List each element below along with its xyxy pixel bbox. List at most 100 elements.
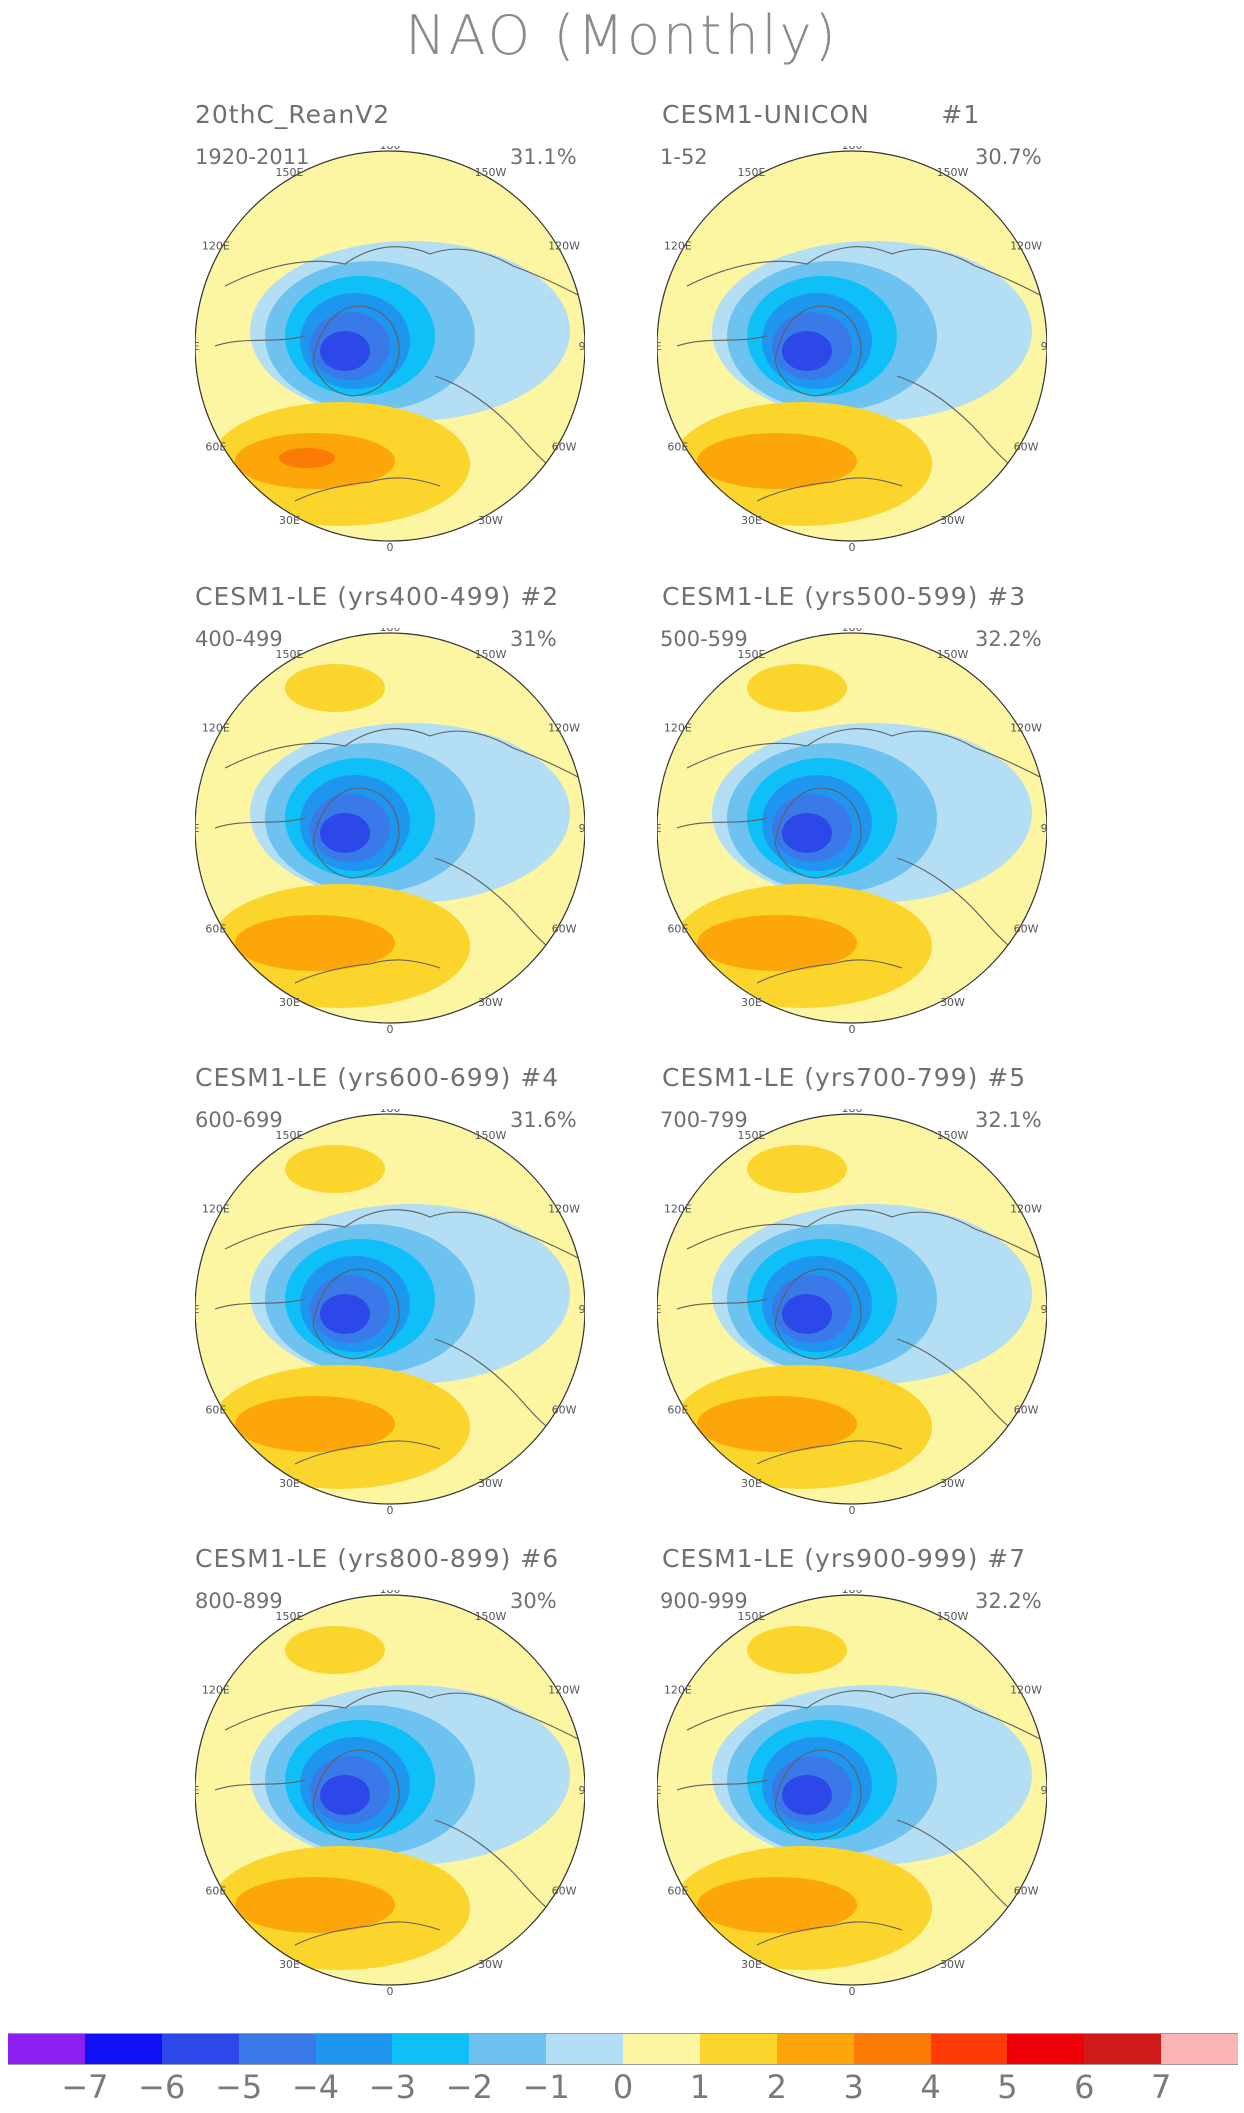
colorbar-cell — [546, 2034, 623, 2064]
lon-150w: 150W — [475, 1610, 507, 1623]
lon-60w: 60W — [1014, 1404, 1039, 1417]
lon-30e: 30E — [741, 1958, 762, 1971]
lon-180: 180 — [380, 146, 401, 152]
lon-30e: 30E — [279, 1958, 300, 1971]
lon-30e: 30E — [279, 996, 300, 1009]
colorbar — [8, 2033, 1238, 2065]
lon-90e: 90E — [657, 822, 662, 835]
lon-150e: 150E — [738, 1610, 766, 1623]
colorbar-cell — [315, 2034, 393, 2064]
lon-90w: 90W — [579, 1303, 585, 1316]
panel-variance-pct: 30% — [510, 1589, 557, 1613]
lon-120w: 120W — [1010, 1684, 1042, 1697]
positive-anomaly-mid — [235, 1877, 395, 1933]
lon-150e: 150E — [738, 648, 766, 661]
colorbar-tick-label: 0 — [612, 2068, 634, 2106]
lon-90e: 90E — [195, 822, 200, 835]
lon-0: 0 — [849, 1985, 856, 1998]
lon-150e: 150E — [276, 1129, 304, 1142]
panel-years: 1920-2011 — [195, 145, 310, 169]
lon-30w: 30W — [940, 996, 965, 1009]
lon-90e: 90E — [657, 1784, 662, 1797]
lon-150w: 150W — [937, 1610, 969, 1623]
lon-90e: 90E — [195, 1784, 200, 1797]
lon-90w: 90W — [1041, 1784, 1047, 1797]
lon-180: 180 — [380, 1590, 401, 1596]
colorbar-tick-label: −1 — [522, 2068, 570, 2106]
coastlines — [214, 1690, 581, 1946]
coastlines — [214, 246, 581, 502]
coastlines — [214, 1209, 581, 1465]
lon-150w: 150W — [475, 648, 507, 661]
panel-years: 800-899 — [195, 1589, 283, 1613]
colorbar-cell — [392, 2034, 470, 2064]
positive-anomaly-mid — [235, 1396, 395, 1452]
panel-title: CESM1-LE (yrs600-699) #4 — [195, 1063, 560, 1092]
lon-0: 0 — [387, 1985, 394, 1998]
lon-90w: 90W — [1041, 340, 1047, 353]
lon-30w: 30W — [478, 1958, 503, 1971]
lon-30e: 30E — [741, 1477, 762, 1490]
panel-variance-pct: 31.1% — [510, 145, 577, 169]
panel-title: CESM1-LE (yrs400-499) #2 — [195, 582, 560, 611]
negative-anomaly-core — [782, 331, 832, 371]
lon-60w: 60W — [552, 923, 577, 936]
lon-60e: 60E — [667, 1885, 688, 1898]
lon-0: 0 — [387, 1023, 394, 1036]
pacific-positive-anomaly — [285, 1626, 385, 1674]
polar-map: 180 150E 120E 90E 60E 30E 0 30W 60W 90W 120W 150W — [657, 1590, 1047, 1998]
colorbar-cell — [1161, 2034, 1238, 2064]
lon-150w: 150W — [937, 1129, 969, 1142]
pacific-positive-anomaly — [747, 1145, 847, 1193]
panel-title: CESM1-LE (yrs500-599) #3 — [662, 582, 1027, 611]
lon-90e: 90E — [195, 340, 200, 353]
colorbar-cell — [8, 2034, 85, 2064]
lon-120w: 120W — [1010, 722, 1042, 735]
colorbar-cell — [469, 2034, 547, 2064]
map-boundary — [195, 632, 585, 1024]
lon-120w: 120W — [548, 1684, 580, 1697]
lon-150w: 150W — [475, 1129, 507, 1142]
lon-180: 180 — [842, 146, 863, 152]
lon-120e: 120E — [202, 1203, 230, 1216]
lon-150e: 150E — [276, 648, 304, 661]
positive-anomaly-mid — [235, 915, 395, 971]
lon-60w: 60W — [552, 1404, 577, 1417]
lon-90e: 90E — [657, 340, 662, 353]
lon-30e: 30E — [279, 1477, 300, 1490]
coastlines — [676, 246, 1043, 502]
colorbar-cell — [1007, 2034, 1085, 2064]
lon-60e: 60E — [667, 923, 688, 936]
lon-150w: 150W — [937, 648, 969, 661]
lon-120w: 120W — [548, 240, 580, 253]
polar-map: 180 150E 120E 90E 60E 30E 0 30W 60W 90W 120W 150W — [195, 1590, 585, 1998]
lon-90w: 90W — [1041, 1303, 1047, 1316]
lon-120e: 120E — [202, 722, 230, 735]
colorbar-cell — [161, 2034, 239, 2064]
lon-120e: 120E — [664, 1203, 692, 1216]
colorbar-cell — [776, 2034, 854, 2064]
coastlines — [676, 1209, 1043, 1465]
lon-120w: 120W — [1010, 240, 1042, 253]
negative-anomaly-core — [782, 813, 832, 853]
negative-anomaly-core — [320, 1775, 370, 1815]
panel-variance-pct: 32.1% — [975, 1108, 1042, 1132]
colorbar-cell — [699, 2034, 777, 2064]
positive-anomaly-mid — [697, 1396, 857, 1452]
lon-60e: 60E — [205, 1885, 226, 1898]
panel-years: 400-499 — [195, 627, 283, 651]
lon-30e: 30E — [741, 514, 762, 527]
lon-30e: 30E — [741, 996, 762, 1009]
lon-60e: 60E — [667, 441, 688, 454]
coastlines — [676, 728, 1043, 984]
lon-0: 0 — [387, 541, 394, 554]
lon-90w: 90W — [579, 822, 585, 835]
polar-map: 180 150E 120E 90E 60E 30E 0 30W 60W 90W 120W 150W — [195, 146, 585, 554]
lon-90w: 90W — [1041, 822, 1047, 835]
positive-anomaly-core — [279, 448, 335, 468]
lon-0: 0 — [849, 1504, 856, 1517]
lon-120e: 120E — [664, 240, 692, 253]
lon-90w: 90W — [579, 340, 585, 353]
colorbar-cell — [930, 2034, 1008, 2064]
lon-0: 0 — [849, 1023, 856, 1036]
